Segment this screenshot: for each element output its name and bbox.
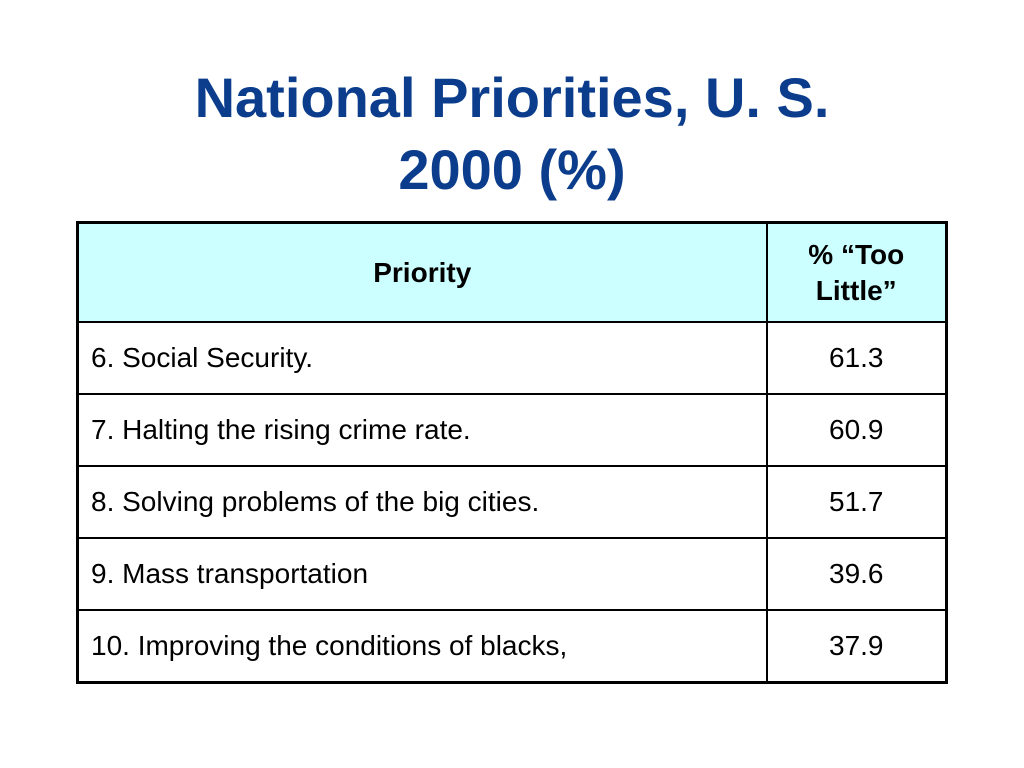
value-cell: 51.7 bbox=[765, 465, 948, 539]
table-row: 7. Halting the rising crime rate. 60.9 bbox=[76, 393, 948, 467]
slide-title: National Priorities, U. S. 2000 (%) bbox=[0, 62, 1024, 206]
value-cell: 60.9 bbox=[765, 393, 948, 467]
priority-cell: 9. Mass transportation bbox=[76, 537, 768, 611]
title-line-2: 2000 (%) bbox=[398, 138, 626, 201]
value-cell: 61.3 bbox=[765, 321, 948, 395]
priority-cell: 6. Social Security. bbox=[76, 321, 768, 395]
table-row: 9. Mass transportation 39.6 bbox=[76, 537, 948, 611]
priority-cell: 10. Improving the conditions of blacks, bbox=[76, 609, 768, 684]
header-too-little-line-2: Little” bbox=[815, 274, 897, 306]
value-cell: 37.9 bbox=[765, 609, 948, 684]
value-cell: 39.6 bbox=[765, 537, 948, 611]
header-priority: Priority bbox=[76, 221, 768, 323]
header-too-little-line-1: % “Too bbox=[808, 238, 905, 270]
table-row: 6. Social Security. 61.3 bbox=[76, 321, 948, 395]
table-row: 8. Solving problems of the big cities. 5… bbox=[76, 465, 948, 539]
table-header-row: Priority % “Too Little” bbox=[76, 221, 948, 323]
priority-cell: 7. Halting the rising crime rate. bbox=[76, 393, 768, 467]
title-line-1: National Priorities, U. S. bbox=[194, 66, 830, 129]
priority-cell: 8. Solving problems of the big cities. bbox=[76, 465, 768, 539]
table-row: 10. Improving the conditions of blacks, … bbox=[76, 609, 948, 684]
header-too-little: % “Too Little” bbox=[765, 221, 948, 323]
priorities-table: Priority % “Too Little” 6. Social Securi… bbox=[76, 221, 948, 684]
